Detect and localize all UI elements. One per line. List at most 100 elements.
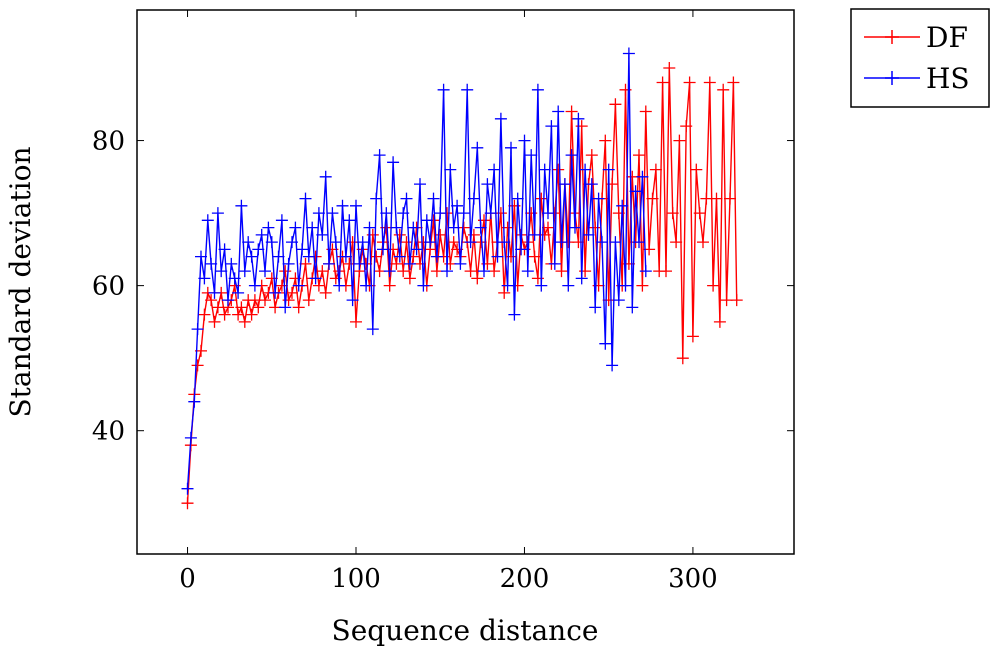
data-point-df xyxy=(181,497,194,510)
data-point-hs xyxy=(585,178,598,191)
data-point-hs xyxy=(424,236,437,249)
data-point-hs xyxy=(461,83,474,96)
data-point-df xyxy=(599,134,612,147)
data-point-hs xyxy=(606,359,619,372)
data-point-df xyxy=(275,279,288,292)
data-point-hs xyxy=(616,199,629,212)
data-point-df xyxy=(299,257,312,270)
data-point-hs xyxy=(184,431,197,444)
data-point-hs xyxy=(400,192,413,205)
data-point-hs xyxy=(201,214,214,227)
data-point-hs xyxy=(535,279,548,292)
data-point-hs xyxy=(323,257,335,270)
data-point-hs xyxy=(181,482,194,495)
data-point-df xyxy=(252,301,265,314)
data-point-df xyxy=(346,236,359,249)
data-point-df xyxy=(393,228,406,241)
data-point-hs xyxy=(542,207,554,220)
data-point-hs xyxy=(383,265,396,278)
data-point-df xyxy=(471,272,484,285)
data-point-hs xyxy=(521,265,534,278)
data-point-df xyxy=(259,294,271,307)
data-point-df xyxy=(703,76,716,89)
data-point-hs xyxy=(255,228,268,241)
data-point-hs xyxy=(633,236,645,249)
data-point-hs xyxy=(592,192,605,205)
x-tick-label: 200 xyxy=(500,564,550,594)
data-point-hs xyxy=(505,141,517,154)
data-point-hs xyxy=(299,192,312,205)
legend-entry-hs: HS xyxy=(864,62,970,95)
data-point-hs xyxy=(289,221,302,234)
data-point-hs xyxy=(579,163,592,176)
data-point-df xyxy=(649,163,662,176)
data-point-hs xyxy=(430,250,443,263)
data-point-hs xyxy=(339,250,352,263)
data-point-hs xyxy=(410,243,423,256)
data-point-hs xyxy=(238,265,251,278)
data-point-df xyxy=(700,192,713,205)
data-point-hs xyxy=(366,323,379,336)
data-point-hs xyxy=(336,199,349,212)
data-point-hs xyxy=(538,163,551,176)
data-point-hs xyxy=(205,257,218,270)
data-point-df xyxy=(697,236,709,249)
data-point-hs xyxy=(562,279,575,292)
series-layer xyxy=(181,47,743,510)
x-tick-label: 300 xyxy=(668,564,718,594)
data-point-hs xyxy=(279,301,292,314)
data-point-hs xyxy=(319,170,332,183)
data-point-df xyxy=(636,279,649,292)
data-point-hs xyxy=(309,272,322,285)
data-point-df xyxy=(555,265,568,278)
data-point-hs xyxy=(302,250,315,263)
data-point-hs xyxy=(242,236,255,249)
data-point-df xyxy=(316,265,329,278)
legend-marker-df xyxy=(885,30,899,44)
data-point-hs xyxy=(326,207,339,220)
data-point-hs xyxy=(494,112,507,125)
data-point-df xyxy=(232,308,245,321)
data-point-hs xyxy=(215,265,228,278)
data-point-df xyxy=(245,308,258,321)
data-point-hs xyxy=(501,279,514,292)
series-df xyxy=(181,62,743,510)
data-point-df xyxy=(720,294,733,307)
data-point-hs xyxy=(498,236,511,249)
data-point-hs xyxy=(343,214,356,227)
data-point-df xyxy=(498,286,511,299)
data-point-df xyxy=(724,192,736,205)
data-point-df xyxy=(693,207,706,220)
data-point-hs xyxy=(609,236,622,249)
data-point-hs xyxy=(444,163,457,176)
data-point-hs xyxy=(380,207,393,220)
data-point-df xyxy=(673,134,686,147)
data-point-hs xyxy=(414,178,426,191)
data-point-df xyxy=(710,192,723,205)
data-point-hs xyxy=(484,207,497,220)
legend: DF HS xyxy=(850,8,990,108)
data-point-hs xyxy=(195,250,207,263)
data-point-hs xyxy=(353,257,366,270)
data-point-hs xyxy=(262,221,275,234)
data-point-hs xyxy=(420,214,433,227)
data-point-hs xyxy=(488,163,501,176)
data-point-hs xyxy=(558,178,571,191)
data-point-df xyxy=(589,221,602,234)
x-tick-label: 0 xyxy=(179,564,196,594)
x-axis-title: Sequence distance xyxy=(332,614,599,647)
data-point-df xyxy=(680,120,693,133)
data-point-df xyxy=(666,207,679,220)
series-hs xyxy=(181,47,652,495)
legend-marker-hs xyxy=(885,71,899,85)
data-point-df xyxy=(211,301,224,314)
data-point-df xyxy=(683,76,696,89)
data-point-hs xyxy=(306,221,319,234)
data-point-hs xyxy=(417,279,430,292)
data-point-hs xyxy=(211,207,224,220)
data-point-df xyxy=(238,315,251,328)
data-point-hs xyxy=(390,221,403,234)
data-point-hs xyxy=(525,149,538,162)
data-point-hs xyxy=(316,228,329,241)
